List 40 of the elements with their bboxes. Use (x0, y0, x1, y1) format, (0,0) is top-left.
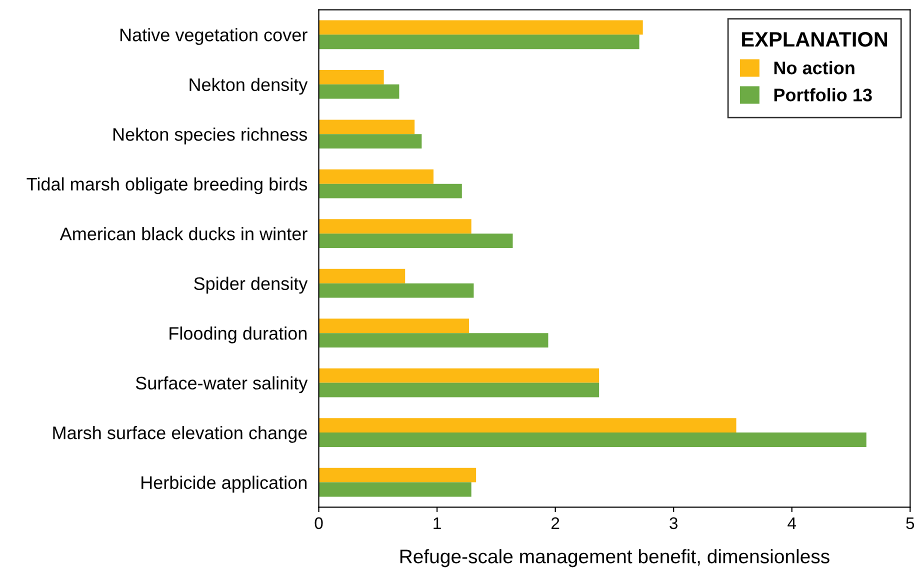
x-tick-label: 2 (552, 517, 560, 529)
bar (318, 368, 600, 383)
bar (318, 120, 415, 134)
y-tick-label: Nekton density (190, 78, 308, 95)
bar (318, 432, 866, 447)
bar (318, 84, 400, 99)
bar (318, 268, 406, 284)
y-tick-label: Nekton species richness (113, 128, 308, 144)
y-tick-label: Herbicide application (142, 476, 307, 493)
legend-title: EXPLANATION (742, 32, 888, 47)
legend-label: No action (774, 61, 854, 74)
bar (318, 169, 434, 184)
x-tick-label: 4 (788, 517, 796, 529)
bar (318, 318, 469, 334)
bar (318, 382, 600, 398)
legend-label: Portfolio 13 (774, 88, 872, 102)
bar (318, 482, 472, 497)
y-tick-label: American black ducks in winter (60, 227, 308, 240)
y-tick-label: Native vegetation cover (120, 28, 308, 45)
x-tick-label: 0 (314, 517, 323, 530)
y-tick-label: Flooding duration (170, 326, 307, 344)
x-tick-label: 5 (906, 517, 914, 530)
bar (318, 20, 643, 35)
bar (318, 134, 422, 149)
y-tick-label: Marsh surface elevation change (53, 426, 307, 443)
bar (318, 234, 513, 248)
bar (318, 468, 476, 482)
x-axis-title: Refuge-scale management benefit, dimensionless (400, 549, 830, 568)
y-tick-label: Spider density (194, 276, 308, 294)
x-tick-label: 1 (434, 517, 441, 529)
bar (318, 70, 384, 84)
bar (318, 418, 736, 433)
bar (318, 34, 640, 50)
bar (318, 219, 472, 234)
y-tick-label: Tidal marsh obligate breeding birds (26, 177, 308, 194)
bar (318, 333, 548, 348)
y-tick-label: Surface-water salinity (136, 376, 308, 394)
bar (318, 283, 474, 298)
x-tick-label: 3 (670, 517, 678, 530)
bar (318, 184, 462, 198)
